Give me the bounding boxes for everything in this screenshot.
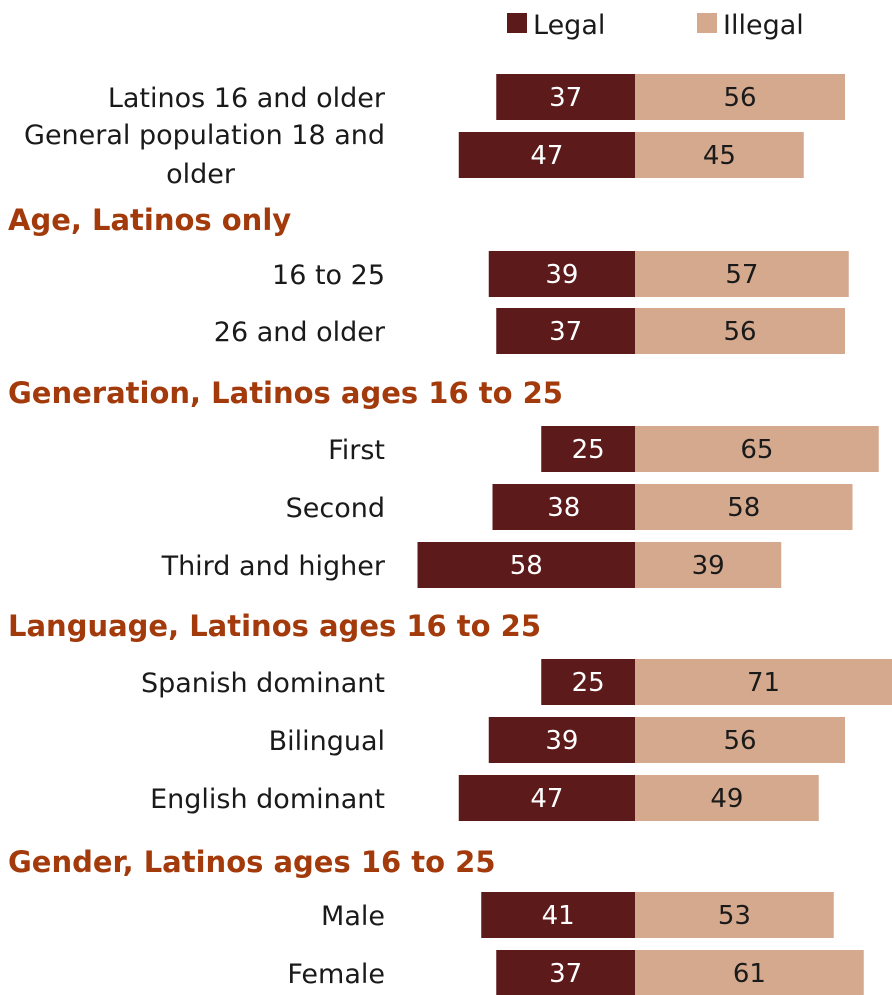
bar-illegal-english-dominant	[635, 775, 819, 821]
bar-legal-second	[492, 484, 635, 530]
bar-legal-first	[541, 426, 635, 472]
value-label-legal-latinos-16-and-older: 37	[549, 83, 582, 113]
bar-legal-spanish-dominant	[541, 659, 635, 705]
value-label-legal-english-dominant: 47	[530, 784, 563, 814]
value-label-illegal-second: 58	[727, 493, 760, 523]
value-label-illegal-bilingual: 56	[723, 726, 756, 756]
category-label-latinos-16-and-older: Latinos 16 and older	[108, 83, 386, 114]
bar-illegal-16-to-25	[635, 251, 849, 297]
bar-legal-third-and-higher	[417, 542, 635, 588]
value-label-legal-second: 38	[547, 493, 580, 523]
bar-legal-general-population-18-and-older	[458, 132, 635, 178]
bar-illegal-26-and-older	[635, 308, 845, 354]
value-label-illegal-latinos-16-and-older: 56	[723, 83, 756, 113]
category-label-general-population-18-and-older: General population 18 and older	[24, 120, 385, 190]
value-label-legal-spanish-dominant: 25	[572, 668, 605, 698]
section-title-gender-latinos-ages-16-to-25: Gender, Latinos ages 16 to 25	[8, 845, 496, 879]
section-title-age-latinos-only: Age, Latinos only	[8, 203, 291, 237]
legend-label-legal: Legal	[533, 10, 605, 41]
category-label-first: First	[328, 435, 385, 466]
bar-illegal-bilingual	[635, 717, 845, 763]
bar-illegal-latinos-16-and-older	[635, 74, 845, 120]
category-label-26-and-older: 26 and older	[214, 317, 386, 348]
section-title-language-latinos-ages-16-to-25: Language, Latinos ages 16 to 25	[8, 609, 541, 643]
category-label-female: Female	[287, 959, 385, 990]
category-label-male: Male	[321, 901, 385, 932]
value-label-illegal-female: 61	[733, 959, 766, 989]
bar-legal-female	[496, 950, 635, 995]
bar-legal-16-to-25	[488, 251, 635, 297]
value-label-illegal-third-and-higher: 39	[692, 551, 725, 581]
bar-legal-bilingual	[488, 717, 635, 763]
value-label-legal-16-to-25: 39	[545, 260, 578, 290]
bar-illegal-male	[635, 892, 834, 938]
bar-illegal-second	[635, 484, 853, 530]
value-label-illegal-spanish-dominant: 71	[747, 668, 780, 698]
value-label-illegal-first: 65	[740, 435, 773, 465]
value-label-illegal-26-and-older: 56	[723, 317, 756, 347]
bar-illegal-spanish-dominant	[635, 659, 892, 705]
value-label-legal-third-and-higher: 58	[510, 551, 543, 581]
value-label-legal-first: 25	[572, 435, 605, 465]
category-label-bilingual: Bilingual	[269, 726, 385, 757]
bar-illegal-female	[635, 950, 864, 995]
legend-label-illegal: Illegal	[723, 10, 804, 41]
value-label-legal-bilingual: 39	[545, 726, 578, 756]
value-label-illegal-16-to-25: 57	[725, 260, 758, 290]
bar-legal-latinos-16-and-older	[496, 74, 635, 120]
category-label-english-dominant: English dominant	[150, 784, 385, 815]
bar-illegal-general-population-18-and-older	[635, 132, 804, 178]
value-label-illegal-general-population-18-and-older: 45	[703, 141, 736, 171]
value-label-legal-female: 37	[549, 959, 582, 989]
bar-illegal-first	[635, 426, 879, 472]
bar-legal-english-dominant	[458, 775, 635, 821]
bar-legal-male	[481, 892, 635, 938]
bar-illegal-third-and-higher	[635, 542, 782, 588]
bar-legal-26-and-older	[496, 308, 635, 354]
category-label-spanish-dominant: Spanish dominant	[141, 668, 385, 699]
value-label-illegal-english-dominant: 49	[710, 784, 743, 814]
value-label-legal-general-population-18-and-older: 47	[530, 141, 563, 171]
category-label-third-and-higher: Third and higher	[161, 551, 386, 582]
value-label-legal-male: 41	[542, 901, 575, 931]
legend-swatch-legal	[507, 13, 527, 33]
value-label-legal-26-and-older: 37	[549, 317, 582, 347]
section-title-generation-latinos-ages-16-to-25: Generation, Latinos ages 16 to 25	[8, 376, 563, 410]
category-label-16-to-25: 16 to 25	[272, 260, 385, 291]
category-label-second: Second	[286, 493, 385, 524]
value-label-illegal-male: 53	[718, 901, 751, 931]
legend-swatch-illegal	[697, 13, 717, 33]
